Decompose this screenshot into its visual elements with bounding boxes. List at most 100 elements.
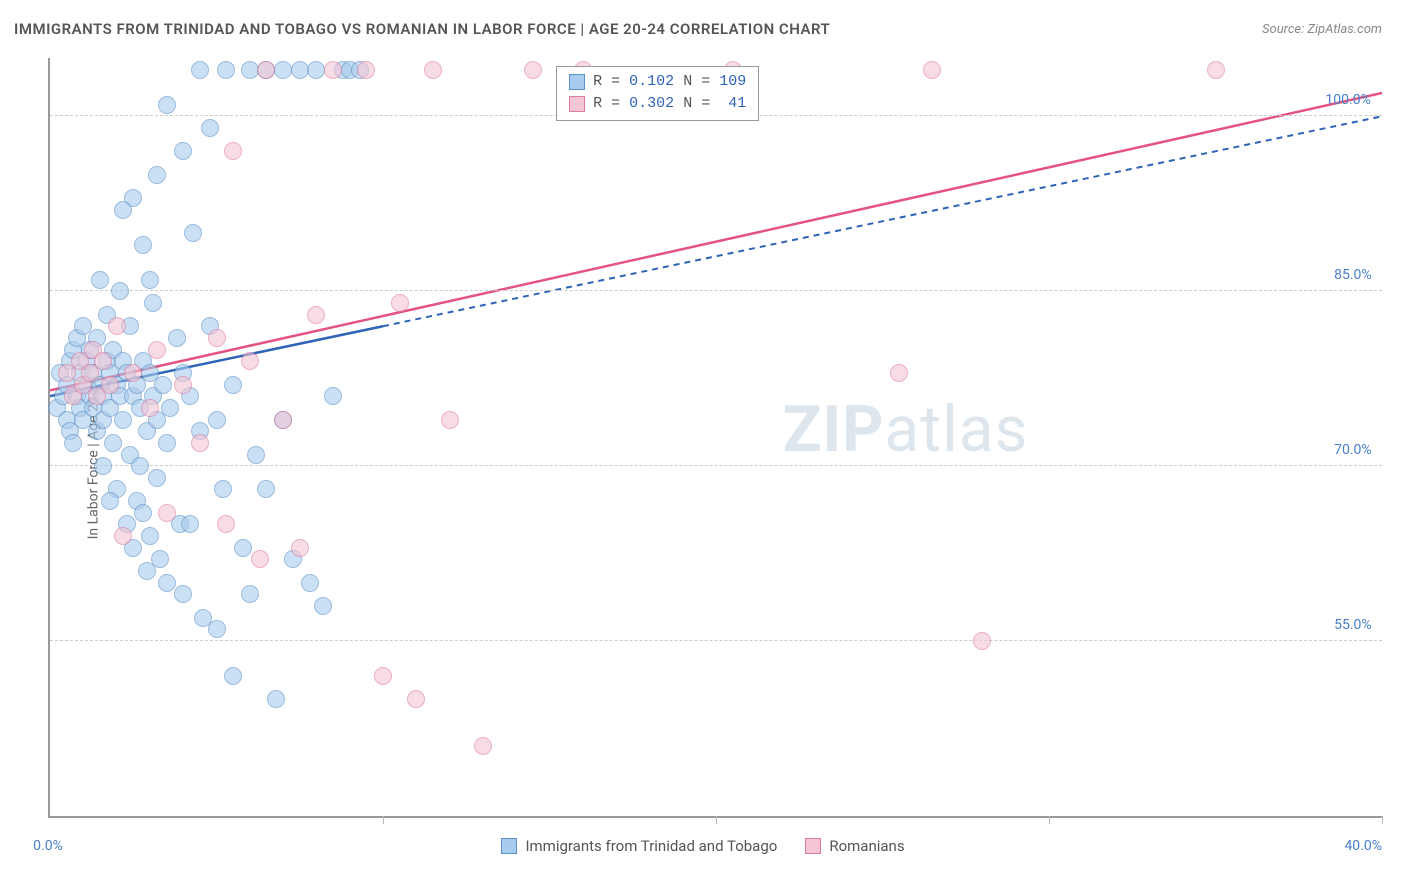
data-point	[217, 515, 235, 533]
data-point	[407, 690, 425, 708]
data-point	[148, 341, 166, 359]
data-point	[148, 166, 166, 184]
legend-label: Romanians	[829, 837, 904, 855]
data-point	[101, 492, 119, 510]
data-point	[274, 61, 292, 79]
x-tick	[383, 816, 384, 824]
data-point	[291, 539, 309, 557]
data-point	[184, 224, 202, 242]
data-point	[324, 61, 342, 79]
data-point	[158, 434, 176, 452]
data-point	[174, 376, 192, 394]
gridline-h	[50, 640, 1382, 641]
legend: Immigrants from Trinidad and Tobago Roma…	[0, 828, 1406, 864]
data-point	[124, 364, 142, 382]
data-point	[274, 411, 292, 429]
data-point	[114, 411, 132, 429]
x-tick	[1049, 816, 1050, 824]
y-tick-label: 85.0%	[1334, 267, 1378, 283]
data-point	[131, 457, 149, 475]
legend-label: Immigrants from Trinidad and Tobago	[525, 837, 777, 855]
correlation-text: R = 0.302 N = 41	[593, 93, 746, 116]
data-point	[91, 271, 109, 289]
data-point	[357, 61, 375, 79]
data-point	[148, 469, 166, 487]
correlation-box: R = 0.102 N = 109R = 0.302 N = 41	[556, 66, 759, 121]
data-point	[1207, 61, 1225, 79]
data-point	[241, 61, 259, 79]
chart-container: In Labor Force | Age 20-24 ZIPatlas 55.0…	[0, 48, 1406, 868]
data-point	[208, 329, 226, 347]
data-point	[314, 597, 332, 615]
data-point	[158, 504, 176, 522]
data-point	[208, 620, 226, 638]
source-label: Source: ZipAtlas.com	[1262, 22, 1382, 37]
data-point	[161, 399, 179, 417]
data-point	[307, 61, 325, 79]
legend-item-romanians: Romanians	[805, 837, 904, 855]
data-point	[174, 142, 192, 160]
data-point	[224, 667, 242, 685]
gridline-h	[50, 290, 1382, 291]
data-point	[151, 550, 169, 568]
data-point	[923, 61, 941, 79]
data-point	[973, 632, 991, 650]
data-point	[214, 480, 232, 498]
data-point	[144, 294, 162, 312]
data-point	[158, 96, 176, 114]
data-point	[524, 61, 542, 79]
data-point	[141, 271, 159, 289]
data-point	[114, 527, 132, 545]
data-point	[247, 446, 265, 464]
data-point	[168, 329, 186, 347]
data-point	[104, 434, 122, 452]
legend-swatch-icon	[501, 838, 517, 854]
data-point	[890, 364, 908, 382]
data-point	[141, 399, 159, 417]
x-tick	[1382, 816, 1383, 824]
correlation-row: R = 0.102 N = 109	[569, 71, 746, 94]
data-point	[191, 434, 209, 452]
trend-lines	[50, 58, 1382, 816]
data-point	[441, 411, 459, 429]
data-point	[217, 61, 235, 79]
data-point	[474, 737, 492, 755]
corr-swatch-icon	[569, 96, 585, 112]
data-point	[154, 376, 172, 394]
legend-item-trinidad: Immigrants from Trinidad and Tobago	[501, 837, 777, 855]
correlation-row: R = 0.302 N = 41	[569, 93, 746, 116]
data-point	[267, 690, 285, 708]
data-point	[94, 457, 112, 475]
data-point	[208, 411, 226, 429]
data-point	[374, 667, 392, 685]
data-point	[307, 306, 325, 324]
x-tick	[716, 816, 717, 824]
y-tick-label: 70.0%	[1334, 442, 1378, 458]
watermark: ZIPatlas	[783, 392, 1029, 467]
data-point	[64, 434, 82, 452]
data-point	[158, 574, 176, 592]
data-point	[224, 376, 242, 394]
data-point	[251, 550, 269, 568]
data-point	[424, 61, 442, 79]
y-tick-label: 55.0%	[1334, 617, 1378, 633]
y-tick-label: 100.0%	[1325, 92, 1376, 108]
data-point	[241, 585, 259, 603]
data-point	[224, 142, 242, 160]
data-point	[108, 317, 126, 335]
data-point	[181, 515, 199, 533]
data-point	[101, 376, 119, 394]
data-point	[391, 294, 409, 312]
data-point	[114, 201, 132, 219]
gridline-h	[50, 465, 1382, 466]
data-point	[257, 61, 275, 79]
data-point	[141, 527, 159, 545]
data-point	[111, 282, 129, 300]
data-point	[301, 574, 319, 592]
data-point	[291, 61, 309, 79]
data-point	[201, 119, 219, 137]
plot-area: ZIPatlas 55.0% 70.0% 85.0% 100.0% R = 0.102 …	[48, 58, 1382, 818]
data-point	[134, 236, 152, 254]
data-point	[234, 539, 252, 557]
corr-swatch-icon	[569, 74, 585, 90]
